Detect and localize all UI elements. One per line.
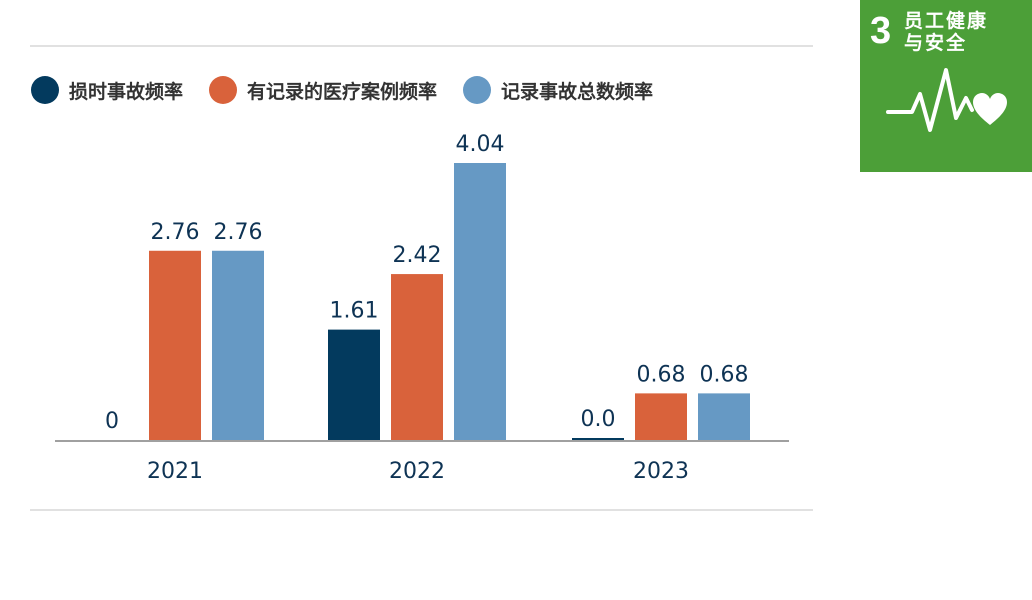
legend-item-total-recordable: 记录事故总数频率: [463, 76, 653, 104]
legend-label-medical-case: 有记录的医疗案例频率: [247, 80, 438, 103]
legend-label-lost-time: 损时事故频率: [69, 80, 184, 103]
data-label-lost-time-2021: 0: [105, 409, 119, 434]
sdg-title: 员工健康 与安全: [904, 10, 1024, 54]
data-label-medical-case-2023: 0.68: [637, 362, 686, 387]
data-label-total-recordable-2023: 0.68: [700, 362, 749, 387]
heartbeat-heart-icon: [886, 68, 1007, 132]
category-label-2021: 2021: [147, 459, 203, 484]
data-label-total-recordable-2022: 4.04: [456, 132, 505, 157]
bar-medical-case-2023: [635, 393, 687, 440]
data-label-medical-case-2022: 2.42: [393, 243, 442, 268]
sdg-title-line2: 与安全: [904, 32, 968, 54]
data-label-total-recordable-2021: 2.76: [214, 220, 263, 245]
category-label-2023: 2023: [633, 459, 689, 484]
sdg-badge: 3 员工健康 与安全: [860, 0, 1032, 172]
data-label-medical-case-2021: 2.76: [151, 220, 200, 245]
bar-medical-case-2022: [391, 274, 443, 440]
bar-total-recordable-2022: [454, 163, 506, 440]
chart-legend: 损时事故频率 有记录的医疗案例频率 记录事故总数频率: [31, 76, 679, 104]
legend-item-lost-time: 损时事故频率: [31, 76, 183, 104]
legend-swatch-lost-time: [31, 76, 59, 104]
sdg-number: 3: [870, 10, 892, 52]
category-label-2022: 2022: [389, 459, 445, 484]
bar-lost-time-2023: [572, 438, 624, 440]
bar-lost-time-2022: [328, 329, 380, 440]
legend-item-medical-case: 有记录的医疗案例频率: [209, 76, 437, 104]
data-label-lost-time-2022: 1.61: [330, 299, 379, 324]
bar-medical-case-2021: [149, 250, 201, 440]
sdg-title-line1: 员工健康: [904, 10, 989, 32]
legend-swatch-medical-case: [209, 76, 238, 104]
legend-swatch-total-recordable: [463, 76, 492, 104]
bar-total-recordable-2023: [698, 393, 750, 440]
data-label-lost-time-2023: 0.0: [581, 407, 616, 432]
bottom-divider: [30, 509, 813, 511]
top-divider: [30, 45, 813, 47]
bar-total-recordable-2021: [212, 250, 264, 440]
legend-label-total-recordable: 记录事故总数频率: [501, 80, 654, 103]
